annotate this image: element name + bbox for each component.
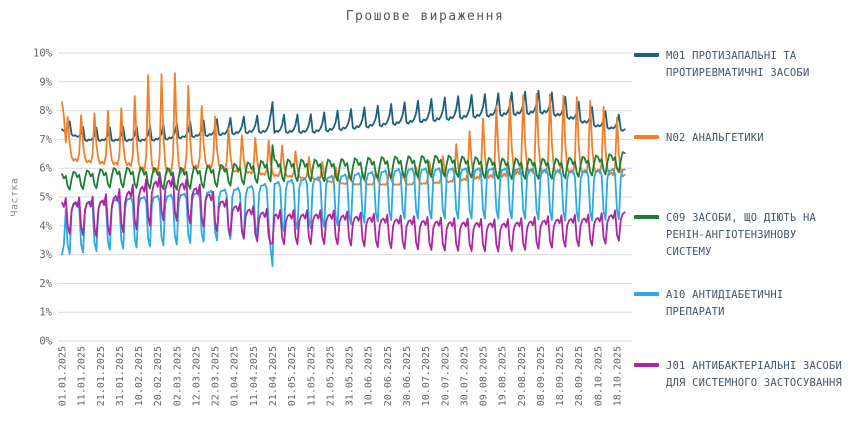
y-tick-label: 7% [39, 134, 52, 146]
x-tick-label: 18.10.2025 [613, 346, 624, 406]
series-line-M01 [61, 89, 626, 143]
x-tick-label: 20.07.2025 [440, 346, 451, 406]
x-tick-label: 30.06.2025 [402, 346, 413, 406]
legend-swatch-C09 [634, 215, 659, 219]
x-tick-label: 12.03.2025 [192, 346, 203, 406]
x-tick-label: 01.01.2025 [58, 346, 69, 406]
series-line-A10 [61, 167, 626, 268]
x-tick-label: 20.02.2025 [153, 346, 164, 406]
legend-item-C09: C09 ЗАСОБИ, ЩО ДІЮТЬ НА РЕНІН-АНГІОТЕНЗИ… [634, 210, 846, 260]
x-tick-label: 08.10.2025 [593, 346, 604, 406]
x-tick-label: 08.09.2025 [536, 346, 547, 406]
y-tick-label: 5% [39, 192, 52, 204]
legend-swatch-N02 [634, 135, 659, 139]
x-tick-label: 10.06.2025 [364, 346, 375, 406]
legend-label-C09: C09 ЗАСОБИ, ЩО ДІЮТЬ НА РЕНІН-АНГІОТЕНЗИ… [666, 212, 816, 258]
x-tick-label: 21.05.2025 [325, 346, 336, 406]
legend-item-N02: N02 АНАЛЬГЕТИКИ [634, 130, 846, 147]
x-tick-label: 30.07.2025 [459, 346, 470, 406]
x-tick-label: 01.05.2025 [287, 346, 298, 406]
x-tick-label: 10.02.2025 [134, 346, 145, 406]
y-tick-label: 3% [39, 249, 52, 261]
series-line-J01 [61, 173, 626, 253]
legend-item-J01: J01 АНТИБАКТЕРІАЛЬНІ ЗАСОБИ ДЛЯ СИСТЕМНО… [634, 358, 846, 392]
x-tick-label: 18.09.2025 [555, 346, 566, 406]
y-tick-label: 10% [33, 48, 53, 60]
legend-label-M01: M01 ПРОТИЗАПАЛЬНІ ТА ПРОТИРЕВМАТИЧНІ ЗАС… [666, 50, 810, 79]
legend-swatch-A10 [634, 292, 659, 296]
y-tick-label: 0% [39, 336, 52, 348]
y-tick-label: 8% [39, 105, 52, 117]
x-tick-label: 22.03.2025 [211, 346, 222, 406]
x-tick-label: 31.05.2025 [345, 346, 356, 406]
x-tick-label: 21.01.2025 [96, 346, 107, 406]
legend-label-A10: A10 АНТИДІАБЕТИЧНІ ПРЕПАРАТИ [666, 289, 784, 318]
x-tick-label: 19.08.2025 [498, 346, 509, 406]
x-tick-label: 02.03.2025 [172, 346, 183, 406]
x-tick-label: 28.09.2025 [574, 346, 585, 406]
x-tick-label: 01.04.2025 [230, 346, 241, 406]
series-line-C09 [61, 144, 626, 191]
y-tick-label: 2% [39, 278, 52, 290]
y-tick-label: 9% [39, 76, 52, 88]
x-tick-label: 20.06.2025 [383, 346, 394, 406]
legend-swatch-M01 [634, 53, 659, 57]
x-tick-label: 10.07.2025 [421, 346, 432, 406]
x-tick-label: 11.05.2025 [306, 346, 317, 406]
x-tick-label: 11.01.2025 [77, 346, 88, 406]
legend-swatch-J01 [634, 363, 659, 367]
legend-label-N02: N02 АНАЛЬГЕТИКИ [666, 132, 764, 144]
legend-label-J01: J01 АНТИБАКТЕРІАЛЬНІ ЗАСОБИ ДЛЯ СИСТЕМНО… [666, 360, 843, 389]
x-tick-label: 21.04.2025 [268, 346, 279, 406]
y-tick-label: 4% [39, 220, 52, 232]
x-tick-label: 09.08.2025 [479, 346, 490, 406]
legend-item-M01: M01 ПРОТИЗАПАЛЬНІ ТА ПРОТИРЕВМАТИЧНІ ЗАС… [634, 48, 846, 82]
y-tick-label: 6% [39, 163, 52, 175]
legend-item-A10: A10 АНТИДІАБЕТИЧНІ ПРЕПАРАТИ [634, 287, 846, 321]
x-tick-label: 29.08.2025 [517, 346, 528, 406]
legend: M01 ПРОТИЗАПАЛЬНІ ТА ПРОТИРЕВМАТИЧНІ ЗАС… [634, 0, 850, 421]
x-tick-label: 31.01.2025 [115, 346, 126, 406]
chart-title: Грошове вираження [345, 9, 505, 24]
y-tick-label: 1% [39, 307, 52, 319]
x-tick-label: 11.04.2025 [249, 346, 260, 406]
